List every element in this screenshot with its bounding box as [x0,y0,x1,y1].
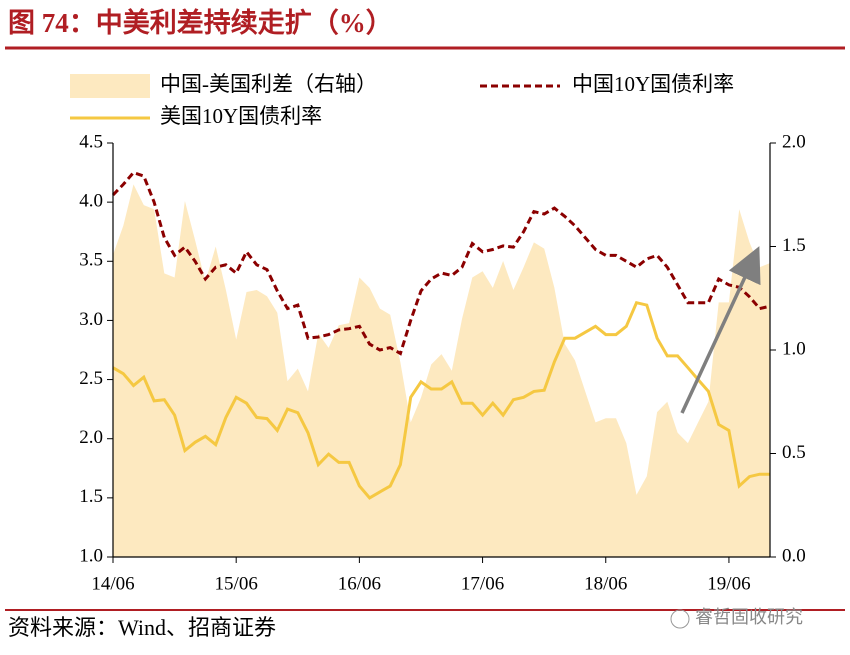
x-tick-label: 18/06 [584,573,627,594]
legend-label: 中国10Y国债利率 [572,72,734,96]
trend-arrow [680,246,761,414]
y-tick-label: 4.5 [79,131,103,152]
y2-tick-label: 2.0 [782,131,806,152]
y2-tick-label: 1.5 [782,235,806,256]
y2-tick-label: 0.5 [782,442,806,463]
legend-label: 中国-美国利差（右轴） [160,72,377,96]
y-tick-label: 2.0 [79,427,103,448]
legend-label: 美国10Y国债利率 [160,104,322,128]
legend-swatch [70,74,150,98]
y2-tick-label: 0.0 [782,545,806,566]
y-tick-label: 4.0 [79,191,103,212]
watermark-icon [670,609,690,629]
x-tick-label: 19/06 [707,573,750,594]
yield-line [111,170,771,356]
x-tick-label: 15/06 [215,573,258,594]
x-tick-label: 14/06 [91,573,134,594]
y-tick-label: 3.0 [79,309,103,330]
source: 资料来源：Wind、招商证券 [8,615,276,640]
y-tick-label: 3.5 [79,250,103,271]
y-tick-label: 2.5 [79,368,103,389]
spread-area [113,184,770,557]
plot: 1.0 1.5 2.0 2.5 3.0 3.5 4.0 4.5 0.0 0.5 1.0 1.5 2.0 1… [70,72,806,594]
yield-line [112,300,770,500]
y-tick-label: 1.0 [79,545,103,566]
x-tick-label: 16/06 [338,573,381,594]
chart-title: 图 74：中美利差持续走扩（%） [8,7,393,38]
x-tick-label: 17/06 [461,573,504,594]
y2-tick-label: 1.0 [782,338,806,359]
y-tick-label: 1.5 [79,486,103,507]
watermark: 睿哲固收研究 [695,607,803,627]
